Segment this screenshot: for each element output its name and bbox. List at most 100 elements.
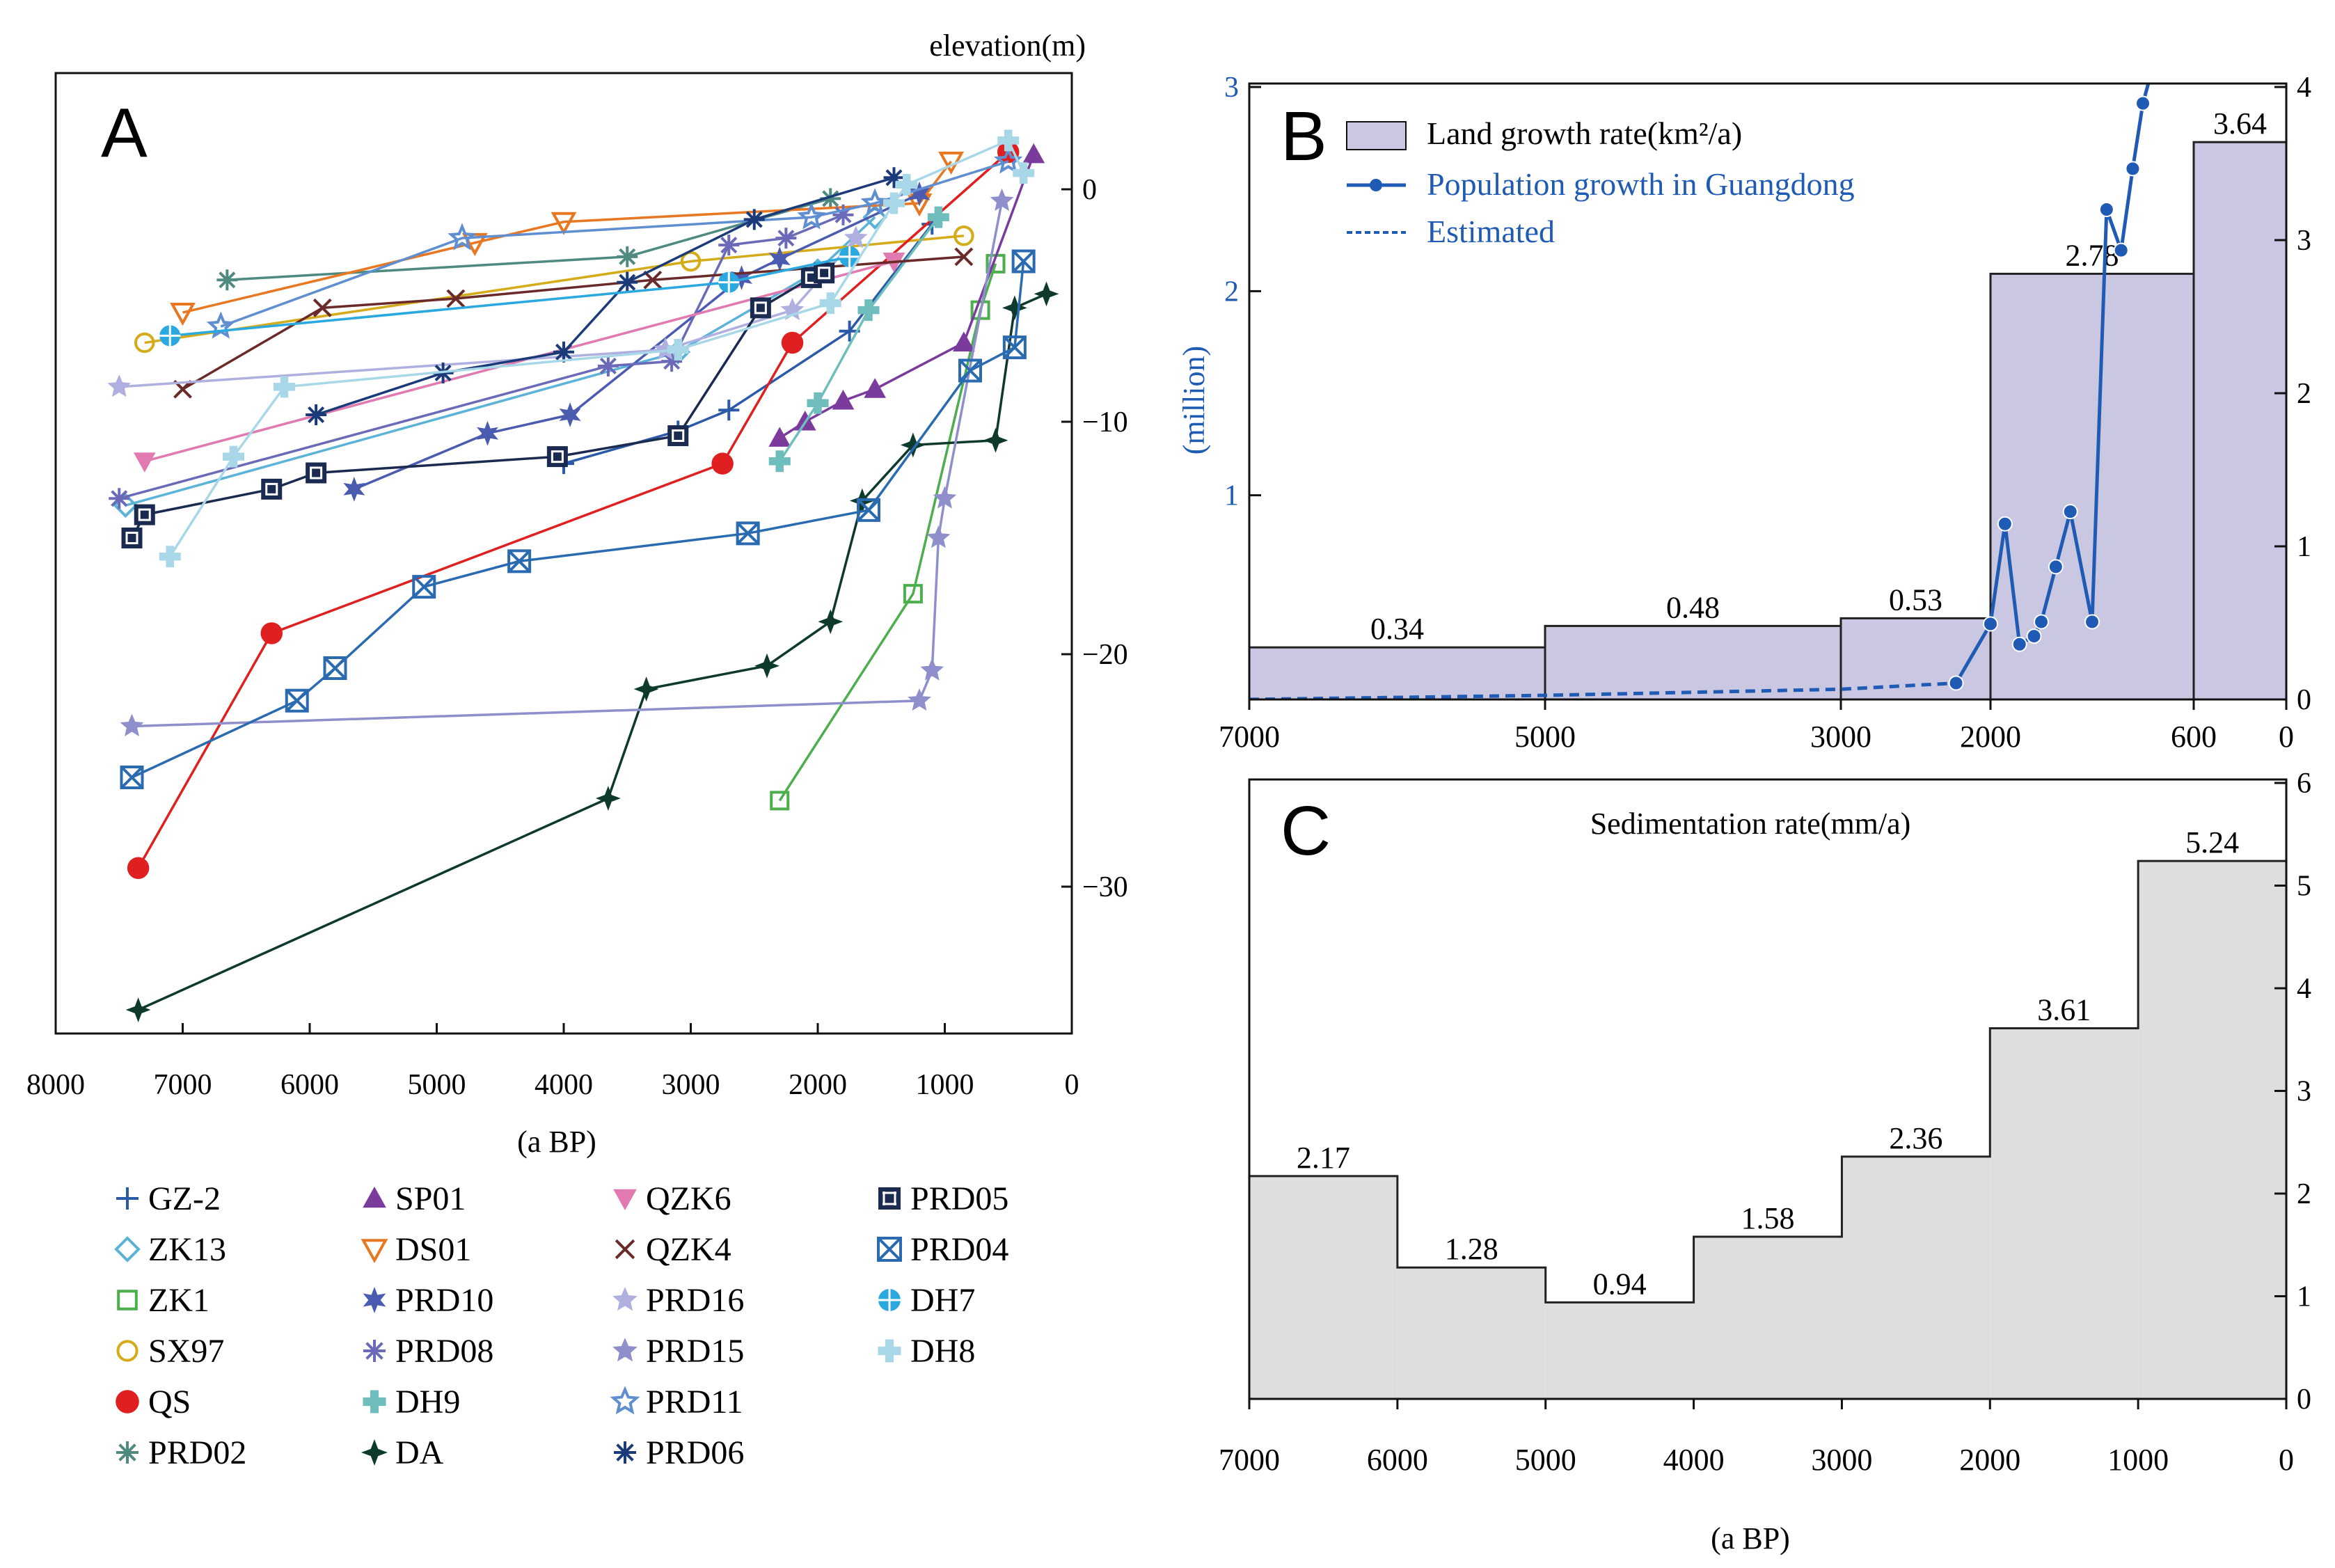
data-point-prd02 [216,269,238,291]
population-data-point [2084,614,2100,630]
series-prd08 [109,204,854,509]
legend-marker-sp01 [363,1186,386,1208]
sedimentation-bar-label: 5.24 [2185,825,2239,860]
legend-label-prd08: PRD08 [395,1333,493,1370]
legend-label-qzk6: QZK6 [646,1180,731,1217]
data-point-prd16 [107,374,132,397]
panel-b-x-tick-label: 600 [2171,720,2217,754]
data-point-prd04 [120,766,144,790]
panel-b-x-tick-label: 3000 [1810,720,1871,754]
panel-b-x-tick-label: 2000 [1960,720,2021,754]
population-data-point [2135,95,2151,111]
population-data-point [2026,628,2042,644]
panel-c-title: Sedimentation rate(mm/a) [1590,807,1911,841]
series-line-prd02 [227,197,831,282]
data-point-da [1002,295,1027,321]
data-point-sx97 [134,332,155,354]
data-point-prd05 [667,425,689,447]
legend-marker-dh7-inner [878,1289,901,1311]
data-point-sx97 [953,225,974,246]
data-point-ds01 [551,212,577,235]
series-qzk4 [173,247,974,399]
population-data-point [2113,242,2129,258]
data-point-prd08 [597,355,619,377]
data-point-dh8 [667,338,689,361]
data-point-prd08 [718,235,740,256]
land-growth-bar [1248,646,1546,701]
legend-marker-sx97 [116,1340,138,1362]
panel-b-frame [1248,82,2288,701]
data-point-prd06 [617,271,638,293]
panel-c-bar-chart: 2.17 1.28 0.94 1.58 2.36 3.61 5.24 C Sedimenta… [1219,768,2311,1555]
legend-label-dh8: DH8 [910,1333,975,1370]
legend-marker-prd06 [614,1441,636,1464]
sedimentation-bar-label: 1.58 [1741,1201,1795,1235]
series-zk1 [770,253,1006,811]
data-point-prd16 [844,225,868,248]
data-point-dh8 [819,292,841,315]
panel-b-bar-line-chart: 0.34 0.48 0.53 2.78 3.64 B (million) 7000 500… [1177,72,2311,754]
panel-b-legend: Land growth rate(km²/a) Population growt… [1346,116,1855,249]
population-data-point [2011,636,2027,652]
series-sp01 [768,143,1045,447]
legend-marker-dh9 [363,1390,386,1413]
panel-c-right-tick-label: 1 [2297,1281,2311,1313]
sedimentation-step-outline [1249,860,2286,1304]
panel-a-x-tick-label: 0 [1065,1069,1079,1101]
data-point-prd05-inner [805,271,818,284]
legend-marker-qzk4 [615,1239,635,1260]
data-point-prd04 [285,688,309,713]
data-point-dh9 [857,299,880,322]
panel-c-right-tick-label: 0 [2297,1384,2311,1416]
series-line-sx97 [144,235,965,345]
data-point-prd05 [261,478,283,500]
series-line-prd11 [220,160,1009,328]
legend-marker-ds01 [361,1239,388,1264]
data-point-qzk4 [643,270,663,290]
legend-population-label: Population growth in Guangdong [1427,166,1855,202]
legend-label-dh9: DH9 [395,1384,460,1420]
data-point-prd05 [134,504,155,525]
series-line-prd05 [130,271,825,539]
series-line-prd04 [131,261,1025,779]
panel-a-x-tick-label: 7000 [154,1069,212,1101]
data-point-da [633,676,659,702]
population-data-point [2125,161,2141,177]
series-line-dh9 [778,216,940,462]
data-point-dh8 [159,546,181,568]
series-line-prd08 [118,214,844,500]
data-point-da [125,997,151,1022]
panel-b-left-tick-label: 1 [1224,480,1239,512]
sedimentation-bar-label: 2.17 [1297,1141,1350,1175]
series-line-prd06 [315,176,895,416]
data-point-prd11 [448,223,477,251]
data-point-prd06 [306,404,327,425]
sedimentation-bar [1990,1028,2139,1399]
panel-c-x-tick-label: 7000 [1219,1443,1280,1477]
panel-a-legend: GZ-2 ZK13 ZK1 SX97 QS PRD02 SP01 DS01 PRD10 PRD08… [114,1180,1008,1471]
series-line-zk13 [125,216,876,507]
data-point-prd04 [857,498,880,522]
land-growth-bar [1544,624,1842,701]
panel-b-right-tick-label: 1 [2297,531,2311,563]
series-line-zk1 [778,263,997,802]
series-prd15 [120,188,1014,736]
series-line-gz-2 [563,223,933,465]
legend-marker-zk1 [117,1290,138,1310]
legend-marker-prd05 [878,1187,901,1210]
data-point-prd15 [920,658,944,681]
land-growth-bar [1989,272,2195,701]
legend-land-growth-swatch [1346,121,1407,150]
data-point-prd15 [926,525,951,548]
panel-a-frame [54,72,1073,1035]
data-point-prd05-inner [125,532,138,544]
data-point-gz-2 [718,399,740,421]
data-point-prd05 [306,462,327,484]
population-data-point [1997,516,2013,532]
panel-a-y-tick-label: −30 [1082,871,1128,903]
sedimentation-bar [1249,1175,1398,1399]
data-point-prd04 [1011,249,1036,274]
panel-a-y-tick-label: −20 [1082,639,1128,671]
legend-marker-zk13 [114,1236,141,1262]
sedimentation-bar [1842,1156,1990,1399]
